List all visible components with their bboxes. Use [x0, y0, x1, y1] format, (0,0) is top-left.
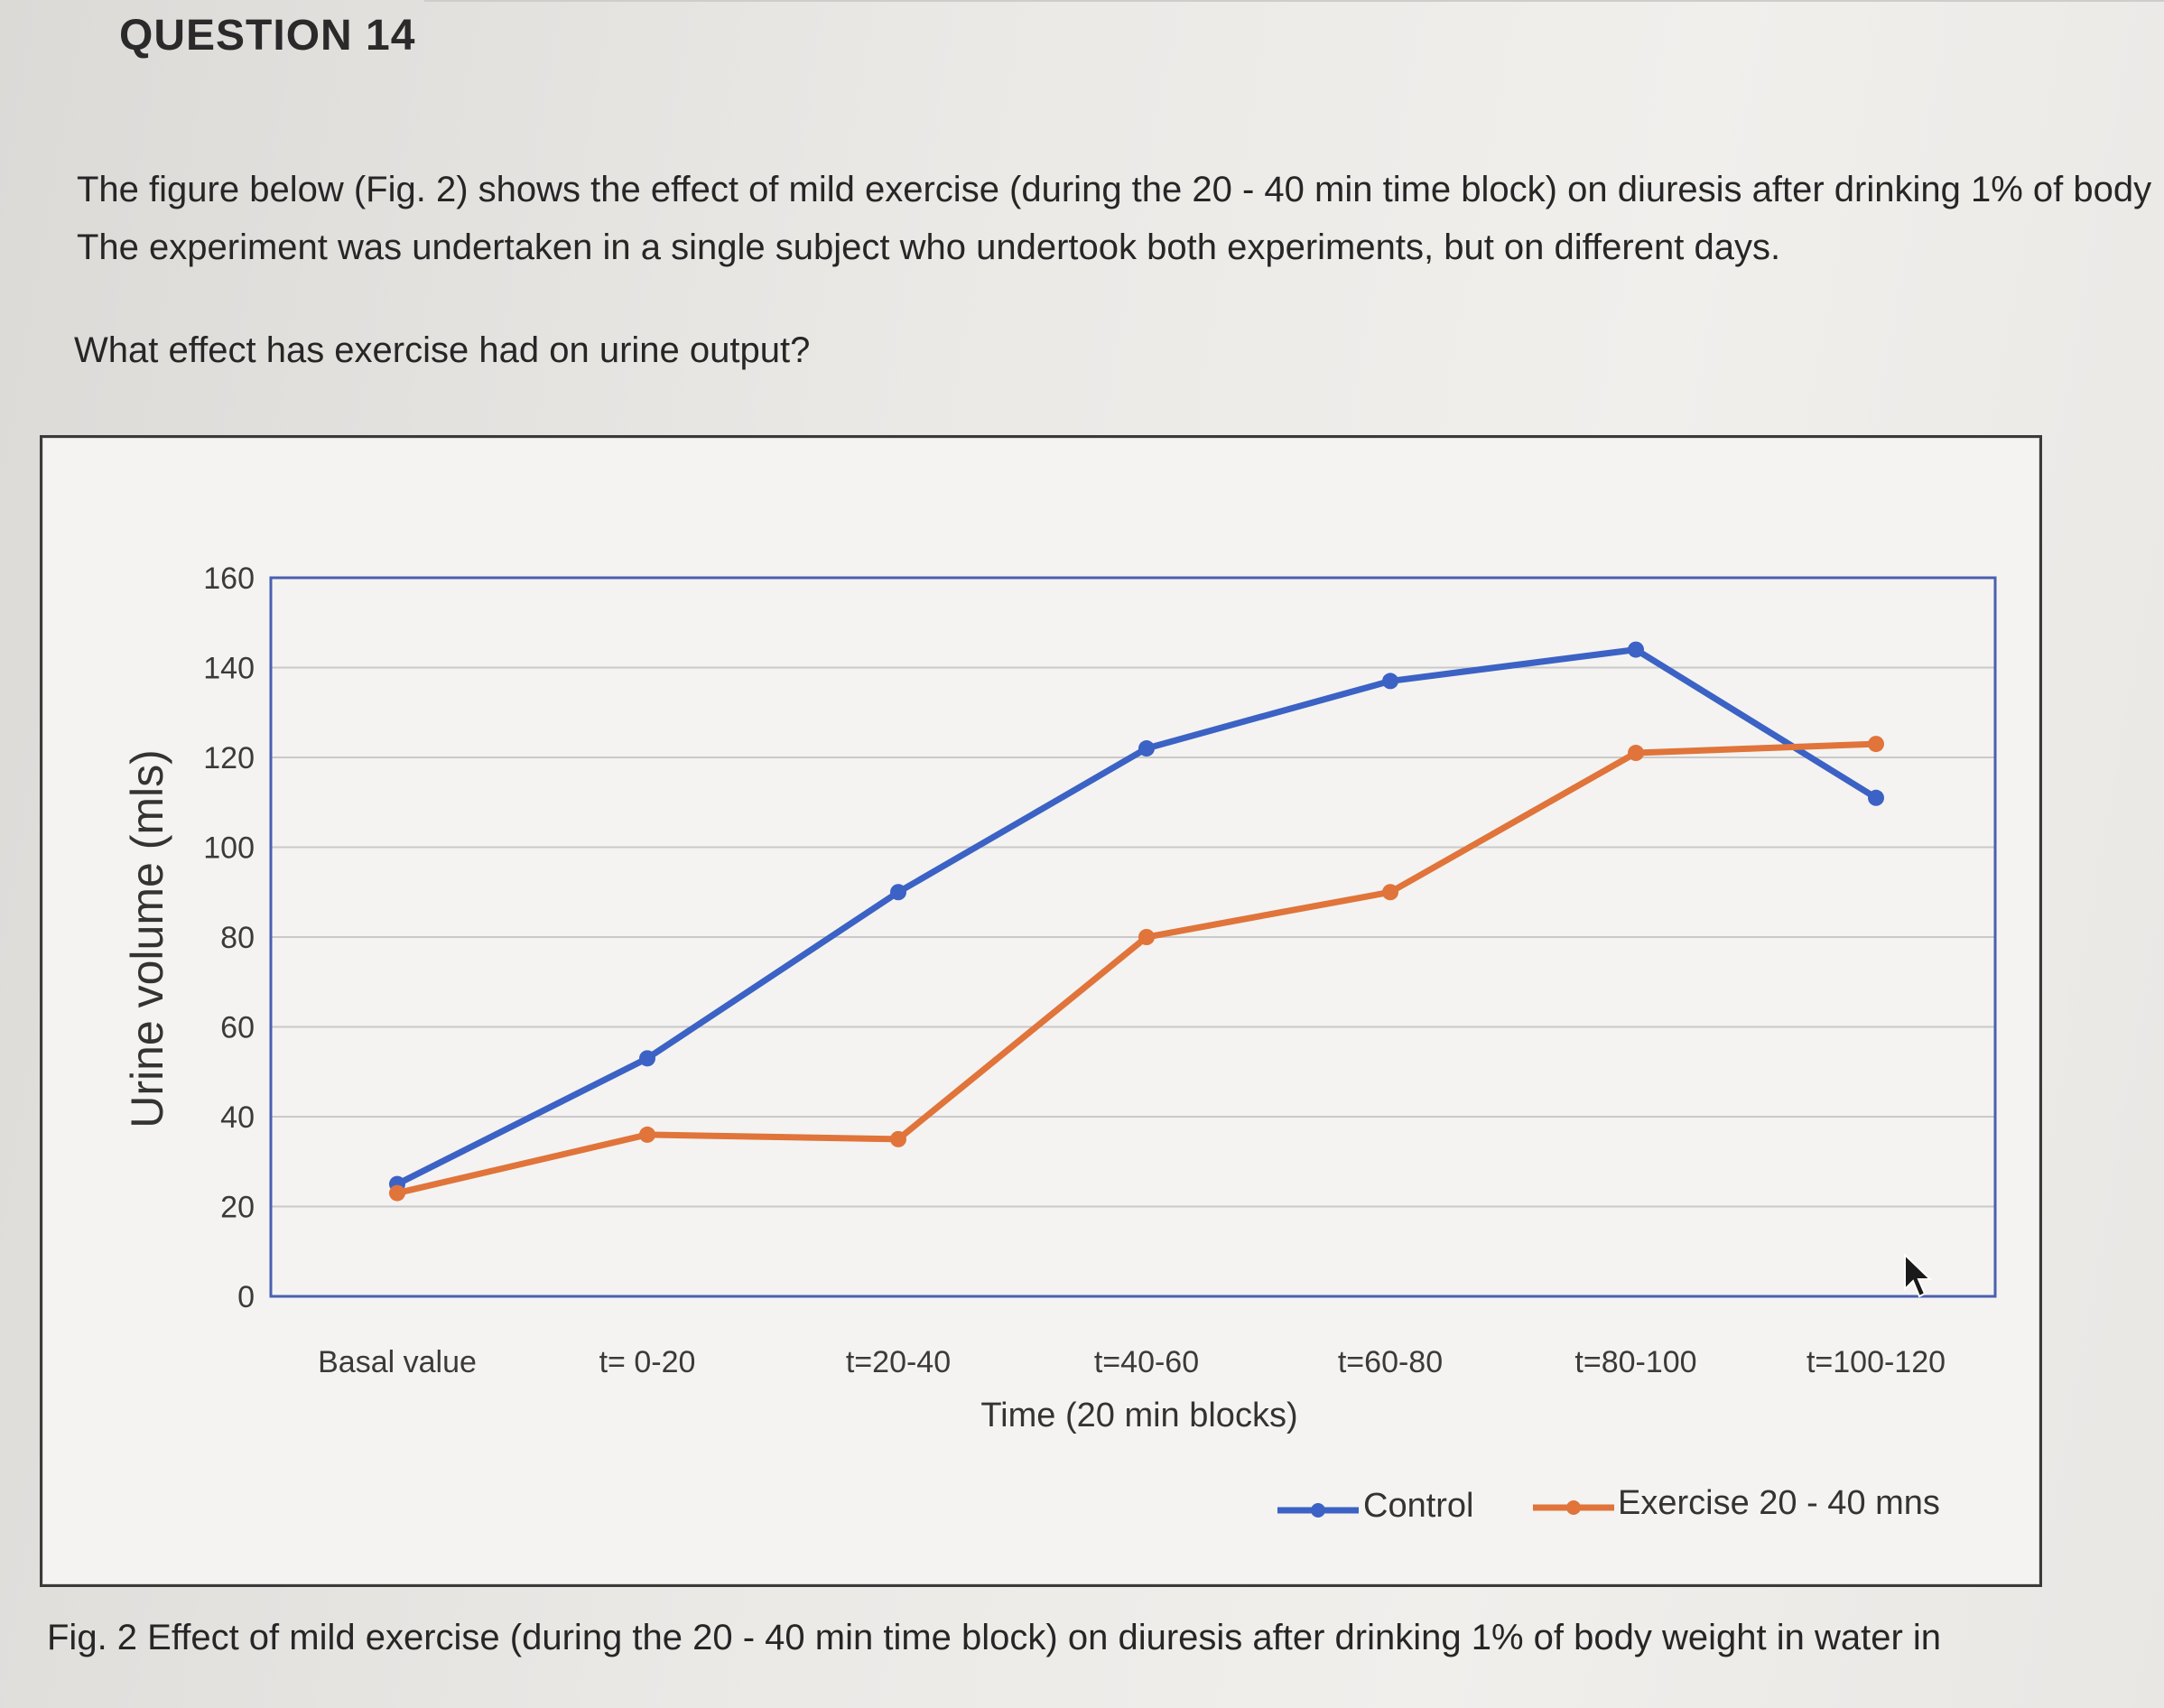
data-point-control-4: [1382, 673, 1398, 690]
data-point-exercise-6: [1868, 736, 1884, 753]
x-axis-ticks: Basal value t= 0-20 t=20-40 t=40-60 t=60-80 t…: [318, 1345, 1946, 1379]
data-point-control-6: [1868, 789, 1884, 806]
y-axis-ticks: 0 20 40 60 80 100 120 140 160: [203, 562, 255, 1314]
y-tick-label-40: 40: [220, 1100, 255, 1135]
mouse-pointer-icon: [1904, 1252, 1933, 1298]
y-tick-label-80: 80: [220, 921, 255, 955]
question-body-line-1: The figure below (Fig. 2) shows the effe…: [77, 170, 2152, 209]
data-point-control-5: [1628, 641, 1644, 658]
x-tick-label-3: t=40-60: [1094, 1345, 1199, 1379]
legend-marker-exercise: [1566, 1500, 1581, 1515]
data-point-exercise-1: [639, 1126, 655, 1143]
y-tick-label-60: 60: [220, 1011, 255, 1045]
data-point-control-1: [639, 1050, 655, 1067]
x-axis-title: Time (20 min blocks): [980, 1397, 1297, 1434]
chart-legend: Control Exercise 20 - 40 mns: [1277, 1484, 1940, 1525]
x-tick-label-6: t=100-120: [1806, 1345, 1946, 1379]
legend-item-exercise: Exercise 20 - 40 mns: [1533, 1484, 1940, 1522]
data-point-exercise-2: [890, 1130, 906, 1147]
legend-marker-control: [1311, 1503, 1325, 1518]
series-line-control: [394, 646, 1880, 1188]
x-tick-label-4: t=60-80: [1338, 1345, 1443, 1379]
question-prompt: What effect has exercise had on urine ou…: [74, 330, 811, 370]
legend-label-control: Control: [1363, 1487, 1474, 1525]
data-point-control-2: [890, 884, 906, 901]
x-tick-label-2: t=20-40: [846, 1345, 951, 1379]
figure-frame: [40, 435, 2042, 1587]
y-tick-label-120: 120: [203, 741, 255, 775]
top-divider: [424, 0, 2164, 2]
data-point-exercise-4: [1382, 884, 1398, 901]
y-tick-label-100: 100: [203, 831, 255, 866]
data-point-control-3: [1138, 740, 1155, 757]
series-line-exercise: [394, 740, 1880, 1197]
y-axis-title: Urine volume (mls): [122, 749, 172, 1128]
question-body-line-2: The experiment was undertaken in a singl…: [77, 227, 1781, 267]
question-title: QUESTION 14: [119, 12, 416, 60]
series-layer: [389, 641, 1884, 1202]
y-tick-label-0: 0: [237, 1280, 255, 1314]
data-point-exercise-5: [1628, 745, 1644, 762]
legend-label-exercise: Exercise 20 - 40 mns: [1618, 1484, 1940, 1522]
figure-caption: Fig. 2 Effect of mild exercise (during t…: [47, 1618, 1942, 1657]
y-tick-label-140: 140: [203, 652, 255, 686]
legend-item-control: Control: [1277, 1487, 1474, 1525]
question-body: The figure below (Fig. 2) shows the effe…: [77, 161, 2164, 276]
x-tick-label-1: t= 0-20: [599, 1345, 696, 1379]
plot-area-border: [269, 576, 1997, 1298]
data-point-exercise-0: [389, 1184, 405, 1202]
y-tick-label-160: 160: [203, 562, 255, 596]
gridlines: [271, 666, 1995, 1208]
y-tick-label-20: 20: [220, 1191, 255, 1225]
data-point-exercise-3: [1138, 929, 1155, 945]
x-tick-label-0: Basal value: [318, 1345, 477, 1379]
x-tick-label-5: t=80-100: [1574, 1345, 1696, 1379]
